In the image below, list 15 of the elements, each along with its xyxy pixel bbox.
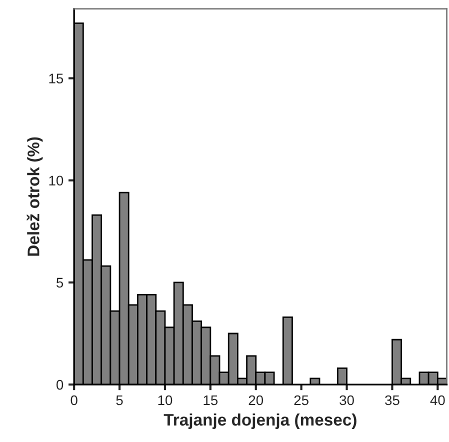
x-tick-label: 25 <box>294 395 308 406</box>
x-tick-label: 30 <box>340 395 354 406</box>
x-tick-label: 40 <box>430 395 445 406</box>
x-tick-label: 20 <box>248 395 264 406</box>
x-tick-label: 15 <box>204 395 218 406</box>
y-axis-title: Delež otrok (%) <box>26 137 43 256</box>
x-tick-label: 0 <box>70 395 78 406</box>
y-tick-label: 5 <box>56 278 64 288</box>
x-axis-title: Trajanje dojenja (mesec) <box>164 413 356 429</box>
y-tick-label: 15 <box>49 74 64 84</box>
y-tick-label: 10 <box>49 176 64 186</box>
x-tick-label: 35 <box>385 395 400 406</box>
x-tick-label: 10 <box>158 395 172 406</box>
x-tick-label: 5 <box>116 395 123 406</box>
y-tick-label: 0 <box>56 380 64 390</box>
